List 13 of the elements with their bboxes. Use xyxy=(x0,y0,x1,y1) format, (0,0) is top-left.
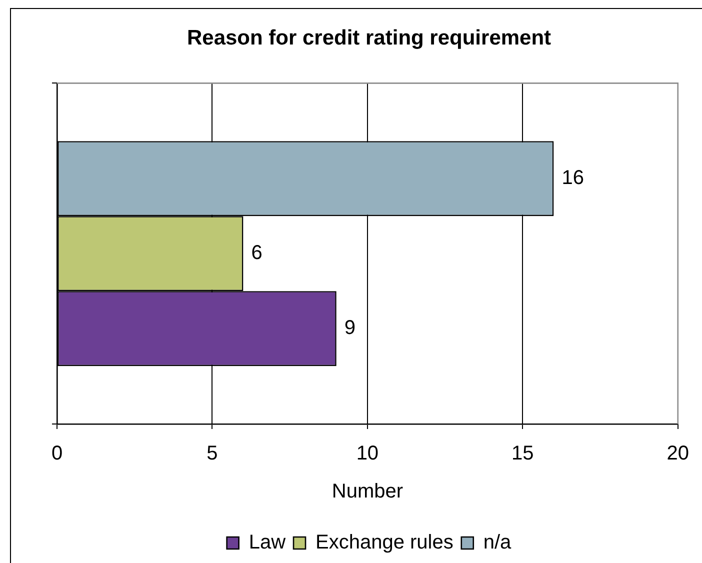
legend-label: Exchange rules xyxy=(316,532,454,554)
x-tick-label: 15 xyxy=(512,442,534,465)
x-tick-label: 5 xyxy=(206,442,218,465)
chart-title: Reason for credit rating requirement xyxy=(186,26,552,50)
x-tick-label: 0 xyxy=(51,442,63,465)
x-axis-title: Number xyxy=(332,480,404,503)
x-tick-label: 20 xyxy=(666,442,689,465)
legend-label: Law xyxy=(248,532,286,554)
data-label: 9 xyxy=(344,317,356,340)
legend-label: n/a xyxy=(483,532,512,554)
data-label: 16 xyxy=(562,167,584,190)
data-label: 6 xyxy=(251,242,262,264)
x-tick-label: 10 xyxy=(356,442,379,465)
